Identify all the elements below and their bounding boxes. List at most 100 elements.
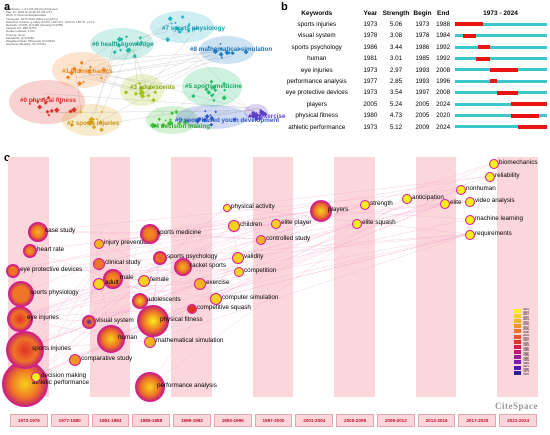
keyword-node	[440, 199, 450, 209]
cluster-node	[112, 50, 117, 55]
burst-highlight	[511, 113, 540, 118]
end-cell: 1984	[436, 32, 451, 40]
cluster-link	[87, 51, 219, 62]
burst-bar-cell	[453, 53, 548, 64]
end-cell: 1996	[436, 78, 451, 86]
cluster-node	[98, 120, 103, 125]
cooccurrence-link	[259, 203, 365, 240]
strength-cell: 3.01	[389, 55, 403, 63]
keyword-node	[456, 185, 466, 195]
keyword-label: validity	[244, 253, 264, 260]
keyword-label: video analysis	[475, 197, 515, 204]
cluster-label-adolescents: #3 adolescents	[130, 84, 176, 91]
legend-swatch	[514, 355, 522, 360]
cluster-node	[151, 97, 156, 103]
cluster-node	[70, 71, 74, 75]
header-line: Timespan: 1973-2024 (Slice Length=1)	[6, 16, 58, 21]
cluster-link	[76, 45, 109, 71]
burst-timeline-bar	[454, 102, 547, 107]
period-stripe	[252, 157, 294, 397]
cooccurrence-link	[274, 200, 470, 224]
cooccurrence-link	[214, 197, 407, 299]
cluster-node	[169, 118, 172, 122]
keyword-node	[7, 306, 33, 332]
burst-timeline-bar	[454, 124, 547, 129]
cluster-region	[182, 67, 242, 107]
cluster-region	[146, 106, 198, 134]
cluster-node	[221, 95, 227, 101]
cluster-node	[263, 112, 268, 117]
panel-c-letter: c	[4, 152, 10, 164]
keyword-node	[23, 244, 37, 258]
cluster-node	[125, 45, 128, 48]
legend-swatch	[514, 329, 522, 334]
cooccurrence-link	[34, 282, 99, 377]
cluster-node	[152, 123, 158, 129]
keyword-label: human	[118, 334, 138, 341]
cluster-node	[259, 108, 262, 112]
cluster-link	[90, 26, 194, 69]
keyword-label: comparative study	[81, 355, 133, 362]
legend-swatch	[514, 370, 522, 375]
cooccurrence-link	[148, 256, 238, 387]
burst-highlight	[463, 33, 476, 38]
burst-row: sports psychology 1986 3.44 1986 1992	[273, 42, 548, 53]
col-strength: Strength	[382, 10, 410, 17]
cluster-node	[87, 70, 92, 75]
keyword-node	[402, 194, 412, 204]
legend-label: 1973-1976	[523, 369, 530, 376]
cluster-node	[71, 66, 77, 72]
year-cell: 1973	[363, 123, 378, 131]
year-cell: 1980	[363, 112, 378, 120]
cluster-node	[209, 113, 212, 117]
header-line: Weighted Mean Silhouette S=0.8126	[6, 39, 55, 43]
keyword-label: elite	[450, 199, 462, 206]
cooccurrence-link	[236, 233, 470, 258]
begin-cell: 1993	[415, 66, 430, 74]
begin-cell: 2009	[415, 123, 430, 131]
keyword-node	[6, 264, 20, 278]
legend-entry: 2017-2020	[514, 313, 534, 319]
keyword-label: sports injuries	[32, 345, 71, 352]
keyword-label: computer simulation	[222, 294, 279, 301]
keyword-node	[194, 278, 206, 290]
cluster-node	[210, 117, 214, 121]
keyword-label: nonhuman	[466, 185, 496, 192]
cooccurrence-link	[34, 319, 153, 377]
legend-entry: 2005-2008	[514, 328, 534, 334]
cooccurrence-link	[18, 218, 470, 319]
cluster-node	[167, 16, 173, 22]
cooccurrence-link	[237, 202, 445, 272]
header-line: Modularity Q=0.5186	[6, 35, 34, 40]
col-keywords: Keywords	[301, 10, 333, 17]
cooccurrence-link	[148, 197, 407, 387]
period-label: 1997-2000	[254, 414, 293, 427]
cluster-region	[52, 52, 112, 88]
keyword-node	[28, 222, 48, 242]
cooccurrence-link	[11, 269, 239, 272]
cluster-node	[68, 109, 73, 114]
strength-cell: 5.06	[389, 21, 403, 28]
burst-header-row: Keywords Year Strength Begin End 1973 - …	[273, 8, 548, 19]
cluster-node	[41, 97, 45, 101]
cluster-node	[181, 118, 184, 121]
cluster-link	[217, 78, 220, 81]
cluster-link	[218, 109, 253, 115]
cluster-node	[31, 98, 35, 102]
cooccurrence-link	[181, 206, 227, 267]
keyword-label: male	[120, 274, 134, 281]
cluster-link	[79, 77, 144, 91]
end-cell: 2024	[436, 123, 451, 131]
begin-cell: 2005	[415, 112, 430, 120]
cluster-link	[133, 45, 138, 85]
legend-entry: 1989-1992	[514, 349, 534, 355]
keyword-label: exercise	[206, 279, 230, 286]
cluster-node	[59, 101, 62, 105]
keyword-node	[69, 354, 81, 366]
cluster-node	[46, 95, 51, 100]
cluster-label-sports-physiology: #7 sports physiology	[162, 25, 225, 32]
cluster-link	[82, 74, 144, 95]
header-line: Harmonic Mean(Q, S)=0.6331	[6, 42, 47, 47]
strength-cell: 3.44	[389, 43, 403, 51]
burst-highlight	[489, 67, 519, 72]
